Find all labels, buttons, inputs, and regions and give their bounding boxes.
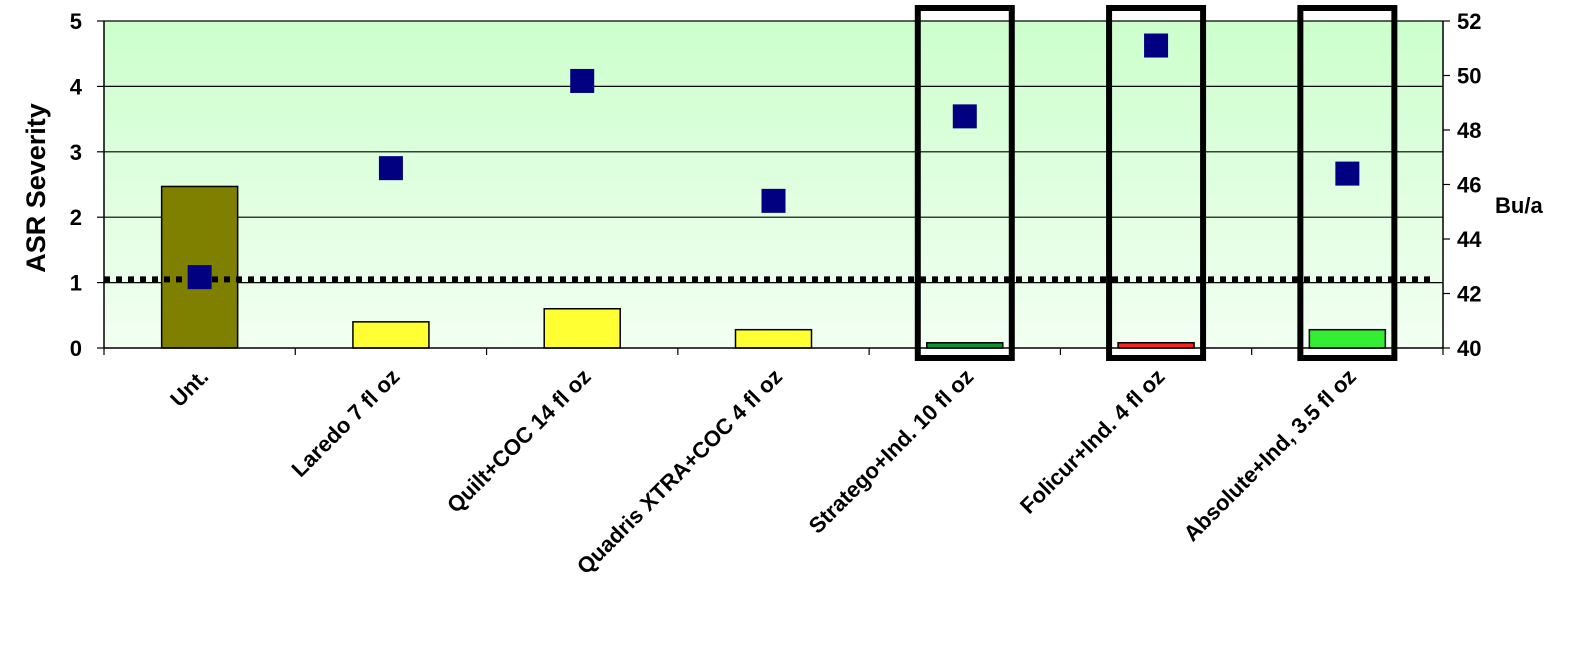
- bar: [543, 308, 621, 349]
- y2-tick-label: 40: [1457, 336, 1481, 361]
- data-point: [1144, 33, 1169, 58]
- yield-series: [187, 33, 1360, 290]
- y2-axis-title: Bu/a: [1495, 193, 1543, 218]
- bar: [1308, 328, 1387, 349]
- data-point: [1335, 161, 1360, 186]
- y2-tick-label: 46: [1457, 173, 1481, 198]
- bar: [1117, 342, 1195, 349]
- plot-area: [104, 21, 1443, 348]
- left-axis-ticks: 0 1 2 3 4 5: [70, 9, 104, 361]
- category-labels: Unt. Laredo 7 fl oz Quilt+COC 14 fl ozQuad…: [165, 364, 1361, 579]
- category-label: Stratego+Ind. 10 fl oz: [804, 364, 979, 539]
- y-tick-label: 3: [70, 140, 82, 165]
- bar: [734, 328, 813, 349]
- data-point: [187, 265, 212, 290]
- category-label: Quilt+COC 14 fl oz: [442, 364, 596, 518]
- right-axis-ticks: 40 42 44 46 48 50 52: [1443, 9, 1482, 361]
- highlight-boxes: [914, 5, 1398, 361]
- y-tick-label: 0: [70, 336, 82, 361]
- bar: [352, 321, 430, 349]
- y-axis-title: ASR Severity: [21, 103, 51, 273]
- category-label: Quadris XTRA+COC 4 fl oz: [572, 364, 787, 579]
- data-point: [378, 156, 403, 181]
- y2-tick-label: 44: [1457, 227, 1482, 252]
- gridlines: [104, 20, 1443, 284]
- y-tick-label: 4: [70, 74, 83, 99]
- category-label: Laredo 7 fl oz: [287, 364, 405, 482]
- bar: [926, 342, 1004, 349]
- y-tick-label: 1: [70, 271, 82, 296]
- category-label: Folicur+Ind. 4 fl oz: [1015, 364, 1170, 519]
- data-point: [952, 104, 977, 129]
- highlight-box: [914, 5, 1015, 361]
- category-label: Absolute+Ind, 3.5 fl oz: [1179, 364, 1361, 546]
- data-point: [761, 188, 786, 213]
- y-tick-label: 2: [70, 205, 82, 230]
- y2-tick-label: 48: [1457, 118, 1481, 143]
- category-label: Unt.: [165, 364, 213, 412]
- y2-tick-label: 42: [1457, 282, 1481, 307]
- highlight-box: [1297, 5, 1398, 361]
- highlight-box: [1106, 5, 1207, 361]
- y-tick-label: 5: [70, 9, 82, 34]
- bar-series: [160, 185, 1387, 349]
- y2-tick-label: 50: [1457, 64, 1481, 89]
- data-point: [570, 68, 595, 93]
- y2-tick-label: 52: [1457, 9, 1481, 34]
